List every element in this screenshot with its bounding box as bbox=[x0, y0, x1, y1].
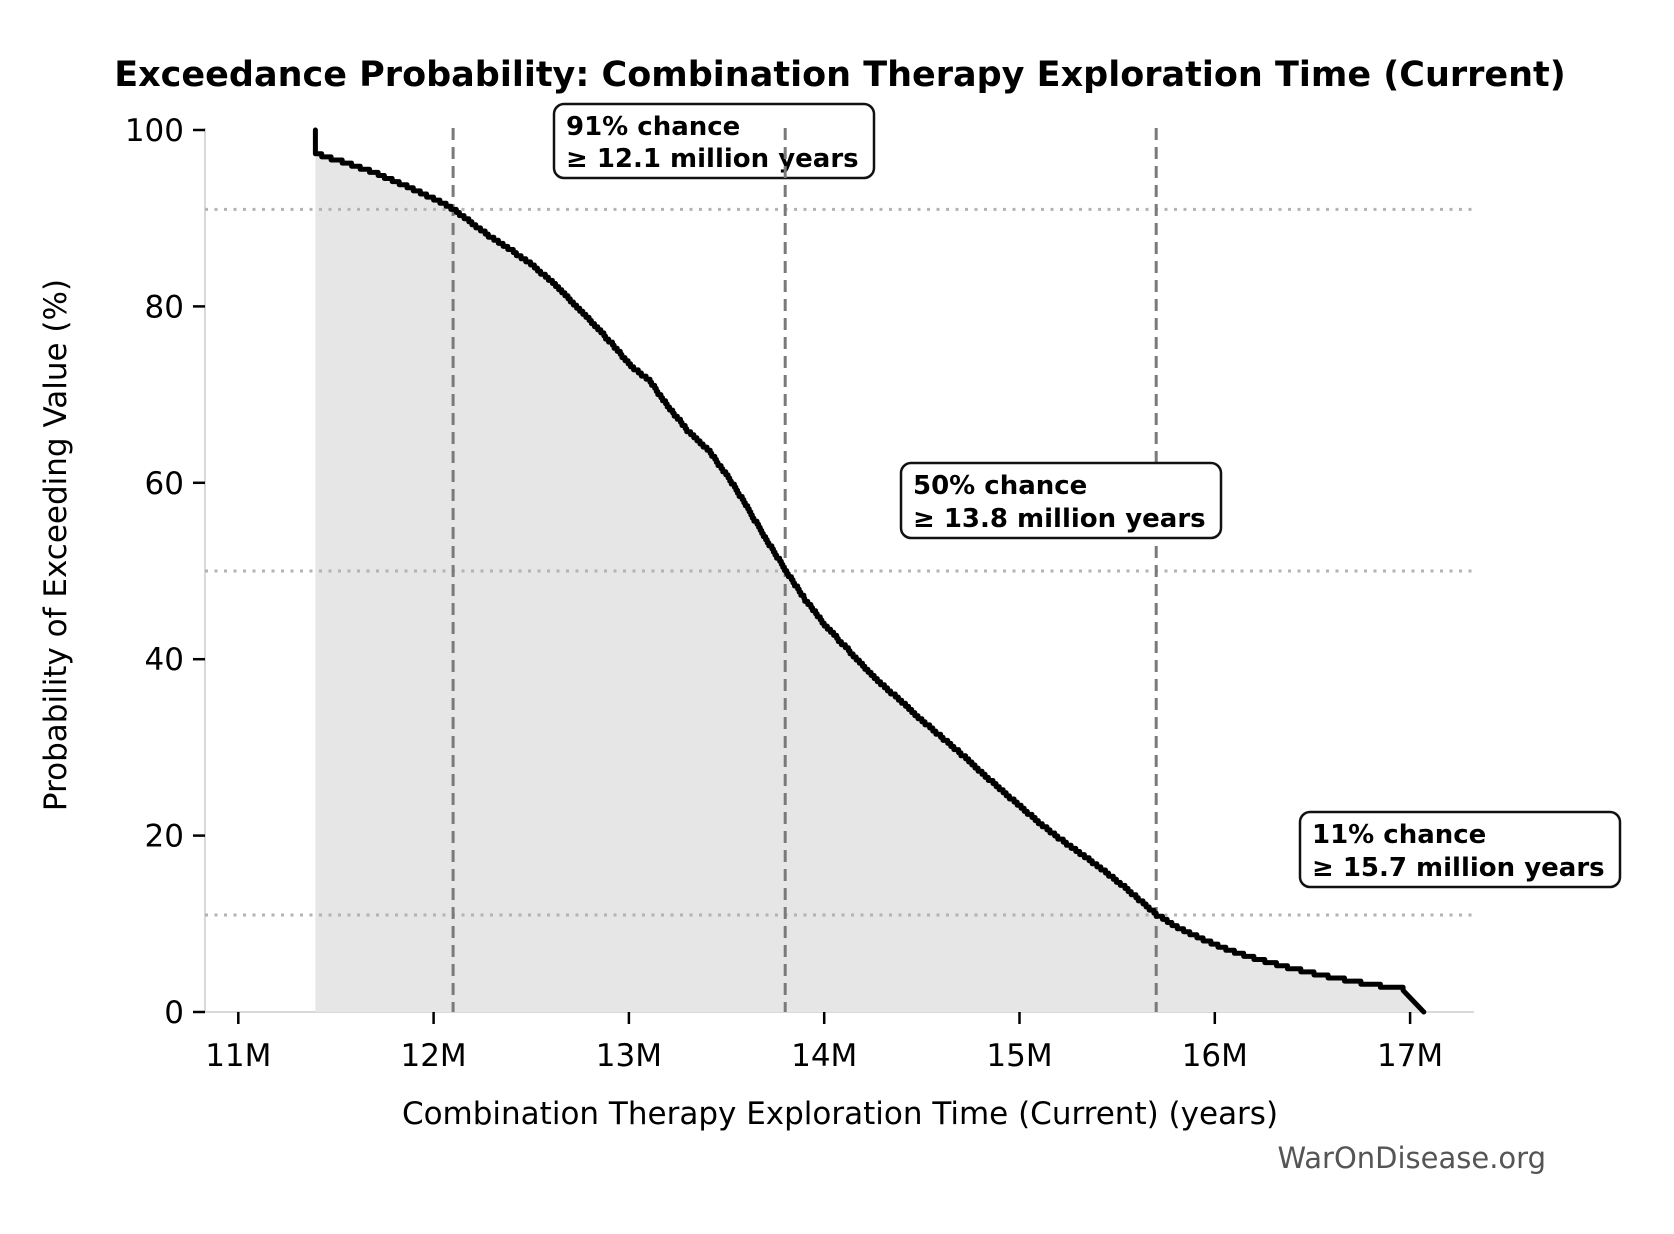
x-axis-label: Combination Therapy Exploration Time (Cu… bbox=[402, 1096, 1278, 1132]
annotation-box-50: 50% chance ≥ 13.8 million years bbox=[899, 461, 1223, 540]
y-tick-label-40: 40 bbox=[145, 642, 184, 678]
annotation-50-line1: 50% chance bbox=[913, 471, 1087, 501]
annotation-box-11: 11% chance ≥ 15.7 million years bbox=[1298, 810, 1622, 889]
annotation-91-line2: ≥ 12.1 million years bbox=[566, 144, 859, 174]
annotation-91-line1: 91% chance bbox=[566, 112, 740, 142]
y-axis-label: Probability of Exceeding Value (%) bbox=[38, 279, 74, 811]
ticks-layer: 11M 12M 13M 14M 15M 16M 17M 0 20 40 60 80 100 bbox=[125, 113, 1443, 1074]
x-tick-label-17M: 17M bbox=[1377, 1038, 1443, 1074]
annotation-box-91: 91% chance ≥ 12.1 million years bbox=[552, 102, 876, 180]
annotation-11-line2: ≥ 15.7 million years bbox=[1312, 853, 1605, 883]
annotation-box-11-frame bbox=[1298, 810, 1622, 889]
y-tick-label-0: 0 bbox=[164, 995, 184, 1031]
y-tick-label-60: 60 bbox=[145, 466, 184, 502]
annotation-box-91-frame bbox=[552, 102, 876, 180]
x-tick-label-13M: 13M bbox=[596, 1038, 662, 1074]
area-under-curve bbox=[315, 130, 1424, 1012]
x-tick-label-16M: 16M bbox=[1182, 1038, 1248, 1074]
x-tick-label-15M: 15M bbox=[986, 1038, 1052, 1074]
chart-title: Exceedance Probability: Combination Ther… bbox=[114, 55, 1566, 95]
y-tick-label-100: 100 bbox=[125, 113, 184, 149]
area-fill-layer bbox=[315, 130, 1424, 1012]
hlines-layer bbox=[205, 207, 1474, 917]
watermark: WarOnDisease.org bbox=[1277, 1141, 1546, 1175]
exceedance-curve bbox=[312, 127, 1427, 1015]
y-tick-label-20: 20 bbox=[145, 819, 184, 855]
annotation-11-line1: 11% chance bbox=[1312, 820, 1486, 850]
curve-layer bbox=[312, 127, 1427, 1015]
x-tick-label-11M: 11M bbox=[205, 1038, 271, 1074]
x-tick-label-12M: 12M bbox=[400, 1038, 466, 1074]
y-tick-label-80: 80 bbox=[145, 289, 184, 325]
x-tick-label-14M: 14M bbox=[791, 1038, 857, 1074]
annotation-50-line2: ≥ 13.8 million years bbox=[913, 504, 1206, 534]
annotation-box-50-frame bbox=[899, 461, 1223, 540]
